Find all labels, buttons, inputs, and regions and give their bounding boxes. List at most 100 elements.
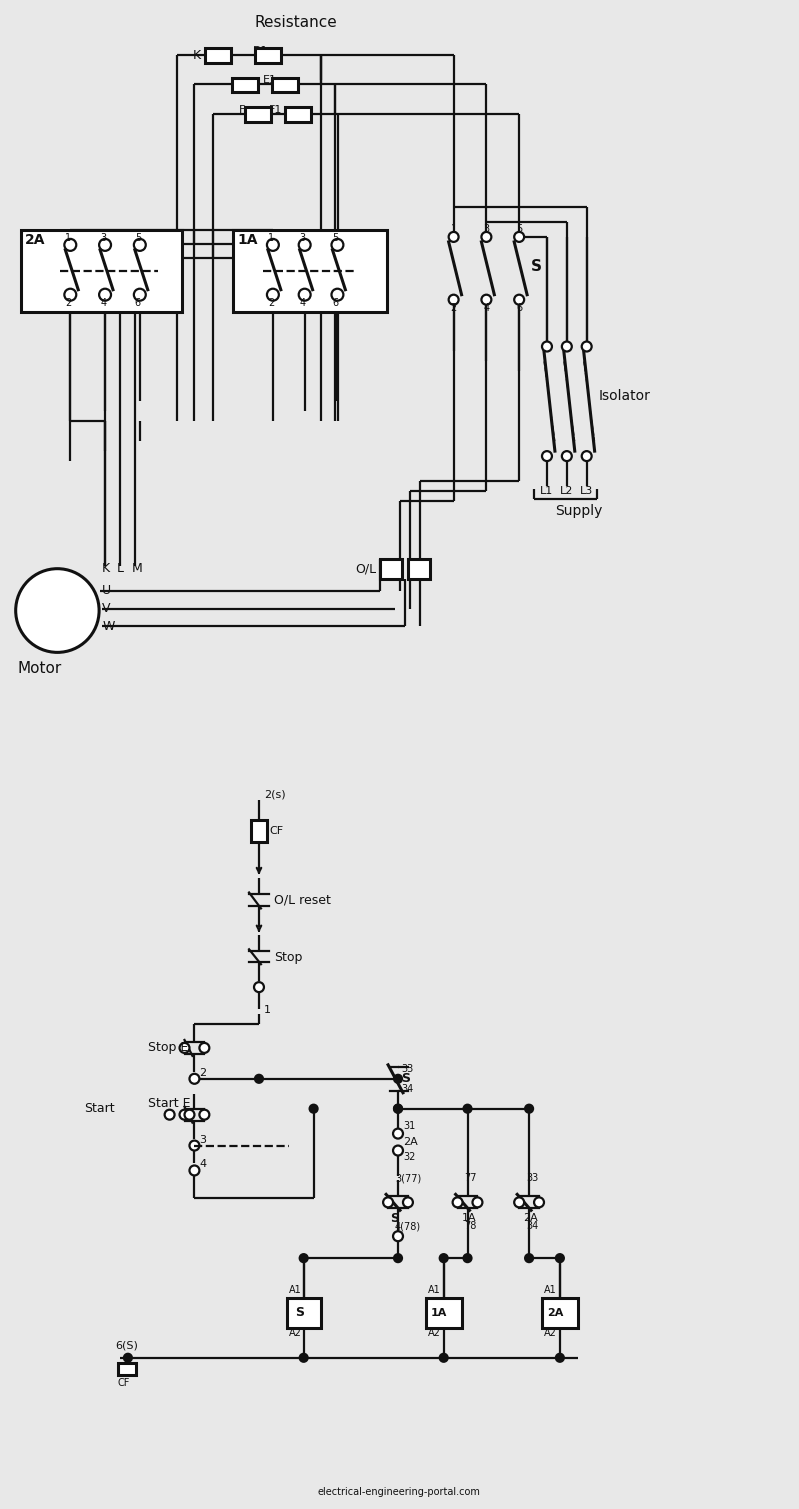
Circle shape [200,1043,209,1053]
Circle shape [525,1105,533,1112]
Circle shape [515,232,524,241]
Text: CF: CF [269,825,283,836]
Circle shape [267,288,279,300]
Circle shape [482,294,491,305]
Circle shape [99,238,111,250]
Circle shape [200,1109,209,1120]
Circle shape [556,1354,564,1361]
Circle shape [393,1231,403,1242]
Circle shape [332,238,344,250]
Circle shape [439,1354,447,1361]
Bar [233,229,387,312]
Text: A1: A1 [427,1286,440,1295]
Circle shape [556,1254,564,1262]
Bar [284,107,311,122]
Text: 1: 1 [66,232,71,243]
Circle shape [534,1197,544,1207]
Text: V: V [102,602,110,616]
Bar [542,1298,578,1328]
Text: K: K [102,563,110,575]
Bar [272,77,298,92]
Text: A1: A1 [288,1286,301,1295]
Circle shape [393,1129,403,1139]
Text: 32: 32 [403,1151,415,1162]
Circle shape [463,1105,471,1112]
Bar [21,229,181,312]
Bar [408,558,430,578]
Text: 5: 5 [332,232,339,243]
Circle shape [124,1354,132,1361]
Text: 2: 2 [66,297,72,308]
Text: 3: 3 [200,1135,206,1145]
Text: 2: 2 [451,303,457,312]
Text: 4: 4 [483,303,490,312]
Text: 6: 6 [332,297,339,308]
Circle shape [134,238,145,250]
Text: S: S [401,1073,410,1085]
Text: Supply: Supply [555,504,602,518]
Text: L: L [117,563,124,575]
Text: L1: L1 [540,486,553,496]
Text: Start E: Start E [148,1097,190,1111]
Circle shape [383,1197,393,1207]
Text: E1: E1 [263,75,277,86]
Bar [233,77,258,92]
Text: S: S [295,1307,304,1319]
Circle shape [562,341,572,352]
Text: Stop E: Stop E [148,1041,188,1055]
Text: U: U [102,584,111,598]
Circle shape [472,1197,483,1207]
Text: 2A: 2A [523,1213,538,1224]
Text: Start: Start [85,1102,115,1115]
Circle shape [189,1074,200,1083]
Text: A2: A2 [544,1328,557,1338]
Text: L2: L2 [560,486,573,496]
Text: 5: 5 [516,223,523,234]
Text: 77: 77 [464,1174,477,1183]
Bar [380,558,402,578]
Circle shape [394,1105,402,1112]
Text: 33: 33 [526,1174,539,1183]
Text: S: S [390,1212,399,1225]
Text: K: K [193,50,201,62]
Circle shape [449,232,459,241]
Circle shape [99,288,111,300]
Text: 4: 4 [200,1159,206,1169]
Text: 33: 33 [401,1064,413,1074]
Text: CF: CF [118,1378,130,1388]
Circle shape [394,1105,402,1112]
Text: 1A: 1A [237,232,257,247]
Text: 1A: 1A [462,1213,476,1224]
Text: 5: 5 [135,232,141,243]
Text: Stop: Stop [274,951,302,964]
Circle shape [299,288,311,300]
Text: 6: 6 [516,303,523,312]
Bar [251,819,267,842]
Circle shape [180,1109,189,1120]
Circle shape [525,1254,533,1262]
Circle shape [65,288,76,300]
Text: 1A: 1A [431,1308,447,1317]
Text: O/L reset: O/L reset [274,893,331,907]
Text: 1: 1 [451,223,457,234]
Circle shape [165,1109,174,1120]
Text: 2: 2 [200,1068,206,1077]
Circle shape [134,288,145,300]
Circle shape [463,1254,471,1262]
Bar [245,107,271,122]
Circle shape [189,1141,200,1150]
Circle shape [562,451,572,462]
Circle shape [482,232,491,241]
Text: 78: 78 [464,1221,477,1231]
Circle shape [515,1197,524,1207]
Bar [118,1363,136,1375]
Text: Resistance: Resistance [254,15,337,30]
Text: A2: A2 [427,1328,441,1338]
Circle shape [452,1197,463,1207]
Text: 1: 1 [268,232,274,243]
Text: 3: 3 [483,223,490,234]
Circle shape [394,1074,402,1083]
Circle shape [255,1074,263,1083]
Text: 34: 34 [401,1083,413,1094]
Bar [426,1298,462,1328]
